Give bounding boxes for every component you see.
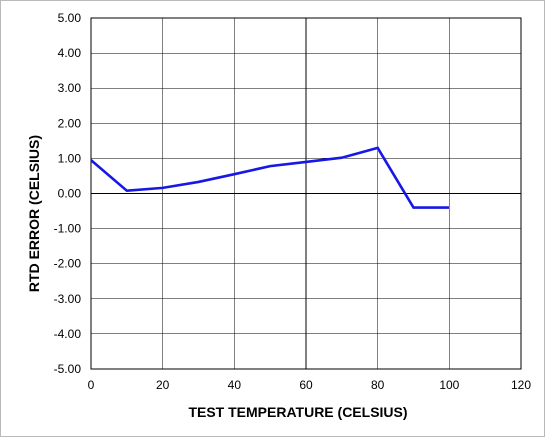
y-tick-label: 1.00 [58,151,82,165]
series [91,148,449,208]
y-tick-label: -5.00 [54,362,82,376]
y-tick-label: 3.00 [58,81,82,95]
y-tick-label: 4.00 [58,46,82,60]
y-axis-title: RTD ERROR (CELSIUS) [26,135,42,292]
x-tick-label: 20 [156,378,170,392]
x-axis-ticks: 0 20 40 60 80 100 120 [88,378,532,392]
y-tick-label: -2.00 [54,257,82,271]
y-tick-label: 5.00 [58,11,82,25]
series-line [91,148,449,208]
grid [91,18,521,369]
y-axis-ticks: 5.00 4.00 3.00 2.00 1.00 0.00 -1.00 -2.00 -3.00 -… [54,11,82,376]
x-tick-label: 60 [299,378,313,392]
y-tick-label: 0.00 [58,187,82,201]
x-tick-label: 80 [371,378,385,392]
y-tick-label: -3.00 [54,292,82,306]
y-tick-label: 2.00 [58,116,82,130]
y-tick-label: -1.00 [54,222,82,236]
x-tick-label: 40 [228,378,242,392]
y-tick-label: -4.00 [54,327,82,341]
x-tick-label: 120 [511,378,531,392]
x-tick-label: 0 [88,378,95,392]
x-axis-title: TEST TEMPERATURE (CELSIUS) [188,404,407,420]
x-tick-label: 100 [439,378,459,392]
